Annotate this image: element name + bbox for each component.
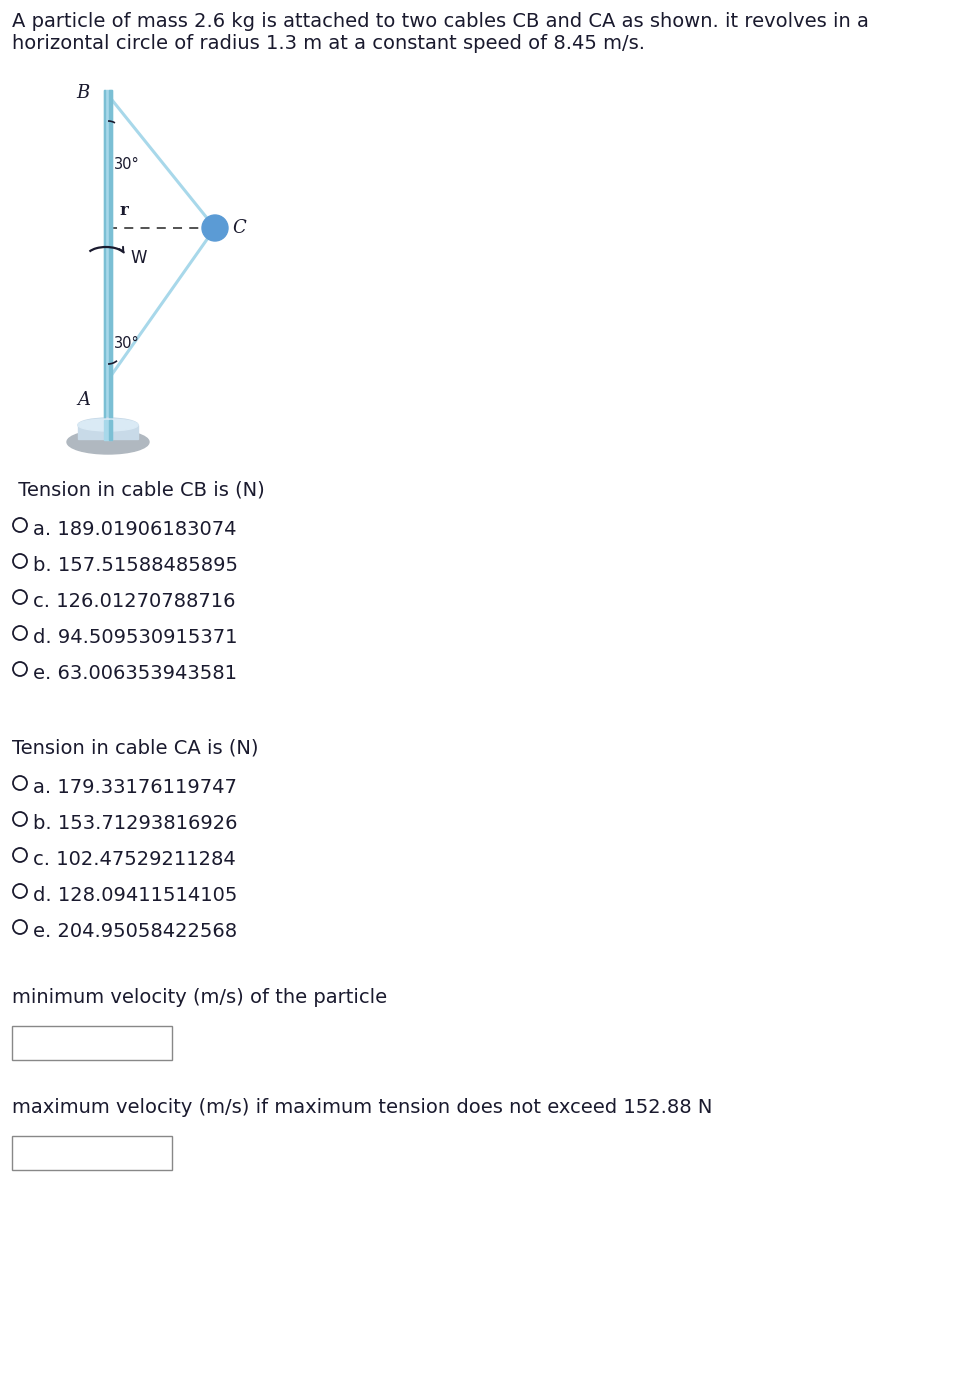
Text: b. 153.71293816926: b. 153.71293816926 bbox=[33, 814, 237, 833]
Text: maximum velocity (m/s) if maximum tension does not exceed 152.88 N: maximum velocity (m/s) if maximum tensio… bbox=[12, 1098, 712, 1117]
Text: c. 102.47529211284: c. 102.47529211284 bbox=[33, 850, 236, 869]
Text: b. 157.51588485895: b. 157.51588485895 bbox=[33, 556, 238, 574]
Bar bbox=[104, 90, 105, 419]
FancyBboxPatch shape bbox=[12, 1026, 172, 1060]
Text: a. 179.33176119747: a. 179.33176119747 bbox=[33, 778, 237, 797]
Bar bbox=[78, 425, 138, 439]
Bar bbox=[109, 419, 112, 440]
Text: e. 63.006353943581: e. 63.006353943581 bbox=[33, 664, 237, 682]
Bar bbox=[104, 419, 112, 440]
Text: a. 189.01906183074: a. 189.01906183074 bbox=[33, 520, 236, 538]
Bar bbox=[104, 90, 112, 419]
Text: 30°: 30° bbox=[114, 156, 140, 172]
Ellipse shape bbox=[78, 419, 138, 430]
Ellipse shape bbox=[67, 430, 149, 454]
Text: e. 204.95058422568: e. 204.95058422568 bbox=[33, 922, 237, 941]
Text: 30°: 30° bbox=[114, 336, 140, 352]
FancyBboxPatch shape bbox=[12, 1136, 172, 1169]
Text: A: A bbox=[77, 392, 90, 410]
Text: c. 126.01270788716: c. 126.01270788716 bbox=[33, 592, 235, 610]
Text: Tension in cable CB is (N): Tension in cable CB is (N) bbox=[12, 480, 265, 500]
Bar bbox=[109, 90, 112, 419]
Text: W: W bbox=[130, 249, 146, 267]
Text: A particle of mass 2.6 kg is attached to two cables CB and CA as shown. it revol: A particle of mass 2.6 kg is attached to… bbox=[12, 12, 869, 53]
Circle shape bbox=[202, 215, 228, 241]
Text: r: r bbox=[120, 202, 129, 219]
Ellipse shape bbox=[78, 418, 138, 432]
Text: minimum velocity (m/s) of the particle: minimum velocity (m/s) of the particle bbox=[12, 988, 387, 1008]
Text: C: C bbox=[232, 219, 246, 237]
Text: d. 128.09411514105: d. 128.09411514105 bbox=[33, 886, 237, 905]
Text: Tension in cable CA is (N): Tension in cable CA is (N) bbox=[12, 738, 258, 757]
Text: B: B bbox=[76, 84, 90, 102]
Text: d. 94.509530915371: d. 94.509530915371 bbox=[33, 628, 237, 646]
